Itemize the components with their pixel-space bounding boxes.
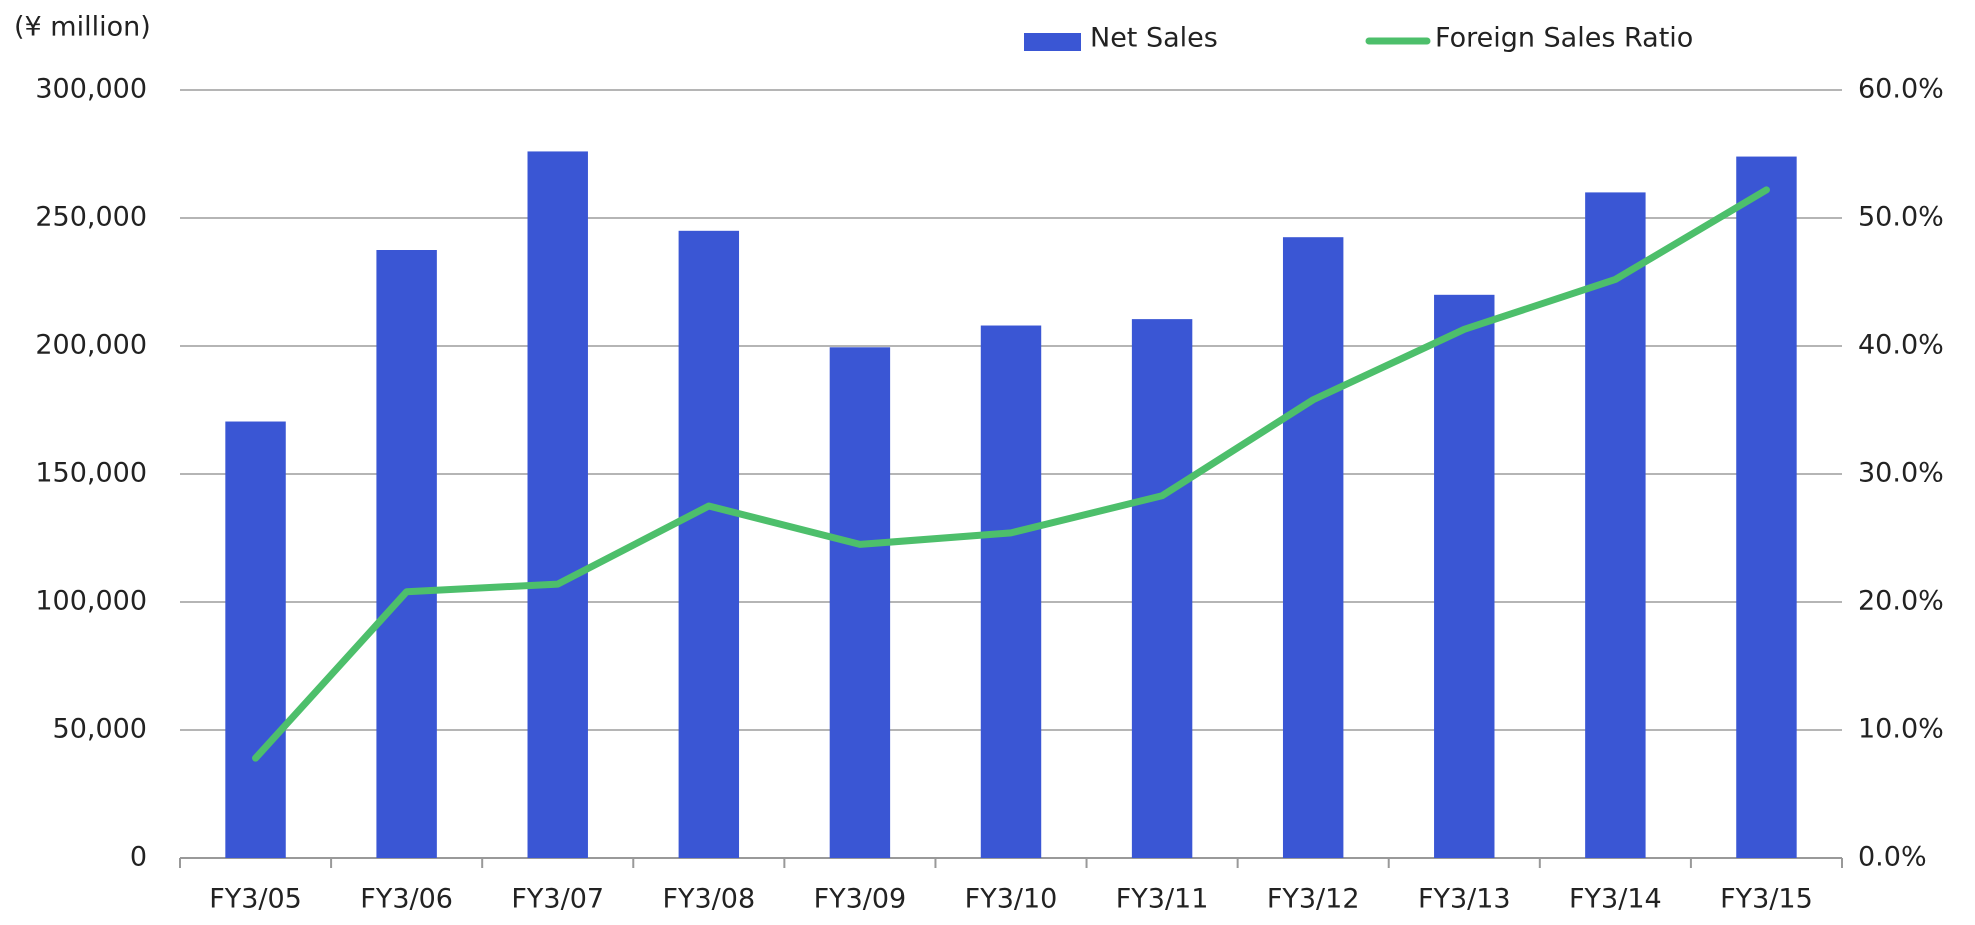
bar bbox=[678, 230, 740, 859]
y2-tick-label: 10.0% bbox=[1858, 714, 1944, 745]
y2-tick-label: 50.0% bbox=[1858, 202, 1944, 233]
x-tick-label: FY3/09 bbox=[814, 884, 907, 915]
y2-tick-label: 20.0% bbox=[1858, 586, 1944, 617]
y2-tick-label: 60.0% bbox=[1858, 74, 1944, 105]
y2-tick-label: 40.0% bbox=[1858, 330, 1944, 361]
y-tick-label: 150,000 bbox=[35, 458, 147, 489]
y-tick-label: 200,000 bbox=[35, 330, 147, 361]
legend-swatch bbox=[1024, 33, 1081, 51]
y-tick-label: 250,000 bbox=[35, 202, 147, 233]
bar bbox=[376, 250, 437, 858]
y-tick-label: 50,000 bbox=[53, 714, 147, 745]
legend-label: Foreign Sales Ratio bbox=[1435, 23, 1693, 54]
x-tick-label: FY3/15 bbox=[1720, 884, 1813, 915]
bar bbox=[980, 325, 1042, 858]
x-tick-label: FY3/06 bbox=[360, 884, 453, 915]
y-axis-label: (¥ million) bbox=[14, 12, 151, 43]
x-tick-label: FY3/05 bbox=[209, 884, 302, 915]
y2-tick-label: 30.0% bbox=[1858, 458, 1944, 489]
bar bbox=[225, 421, 286, 858]
line bbox=[252, 186, 1770, 762]
x-tick-label: FY3/10 bbox=[965, 884, 1058, 915]
y-tick-label: 0 bbox=[130, 842, 147, 873]
x-tick-label: FY3/11 bbox=[1116, 884, 1209, 915]
bar bbox=[1736, 156, 1797, 858]
bar bbox=[1585, 192, 1646, 858]
bar bbox=[1282, 237, 1344, 858]
bar bbox=[1434, 294, 1495, 858]
y2-tick-label: 0.0% bbox=[1858, 842, 1927, 873]
x-tick-label: FY3/07 bbox=[511, 884, 604, 915]
bar bbox=[1131, 319, 1193, 858]
y-tick-label: 100,000 bbox=[35, 586, 147, 617]
bar bbox=[527, 151, 588, 858]
x-tick-label: FY3/08 bbox=[662, 884, 755, 915]
legend-label: Net Sales bbox=[1090, 23, 1218, 54]
x-tick-label: FY3/13 bbox=[1418, 884, 1511, 915]
bar bbox=[829, 347, 891, 858]
x-tick-label: FY3/14 bbox=[1569, 884, 1662, 915]
x-tick-label: FY3/12 bbox=[1267, 884, 1360, 915]
y-tick-label: 300,000 bbox=[35, 74, 147, 105]
